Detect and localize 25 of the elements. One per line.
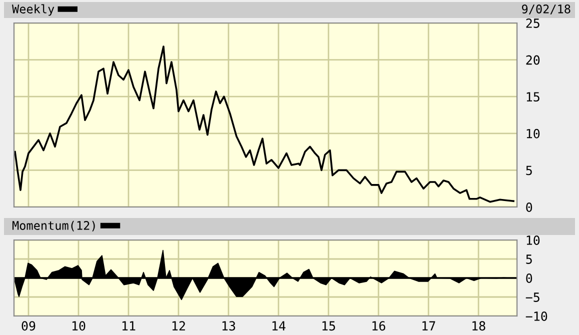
y-tick-label: 5 <box>526 254 532 264</box>
x-tick-label: 14 <box>272 321 286 330</box>
y-tick-label: 0 <box>526 274 532 283</box>
x-tick-label: 11 <box>122 321 136 330</box>
x-tick-label: 16 <box>372 321 386 331</box>
y-tick-label: 25 <box>526 18 540 28</box>
y-tick-label: 0 <box>526 202 532 212</box>
text: 9/02/18 <box>522 4 570 14</box>
y-tick-label: −10 <box>526 312 548 321</box>
x-tick-label: 15 <box>322 321 336 331</box>
x-tick-label: 18 <box>472 321 486 331</box>
x-tick-label: 10 <box>72 321 86 331</box>
legend-label: Weekly <box>12 4 54 16</box>
y-tick-label: 10 <box>526 128 540 138</box>
x-tick-label: 13 <box>222 321 236 331</box>
x-tick-label: 17 <box>422 321 436 330</box>
y-tick-label: 10 <box>526 236 540 245</box>
y-tick-label: 20 <box>526 55 540 65</box>
y-tick-label: −5 <box>526 292 540 302</box>
x-tick-label: 09 <box>22 321 36 331</box>
y-tick-label: 5 <box>526 166 532 176</box>
legend-label: Momentum(12) <box>12 220 95 232</box>
y-tick-label: 15 <box>526 92 540 102</box>
line-series <box>14 46 514 203</box>
x-tick-label: 12 <box>172 321 185 330</box>
